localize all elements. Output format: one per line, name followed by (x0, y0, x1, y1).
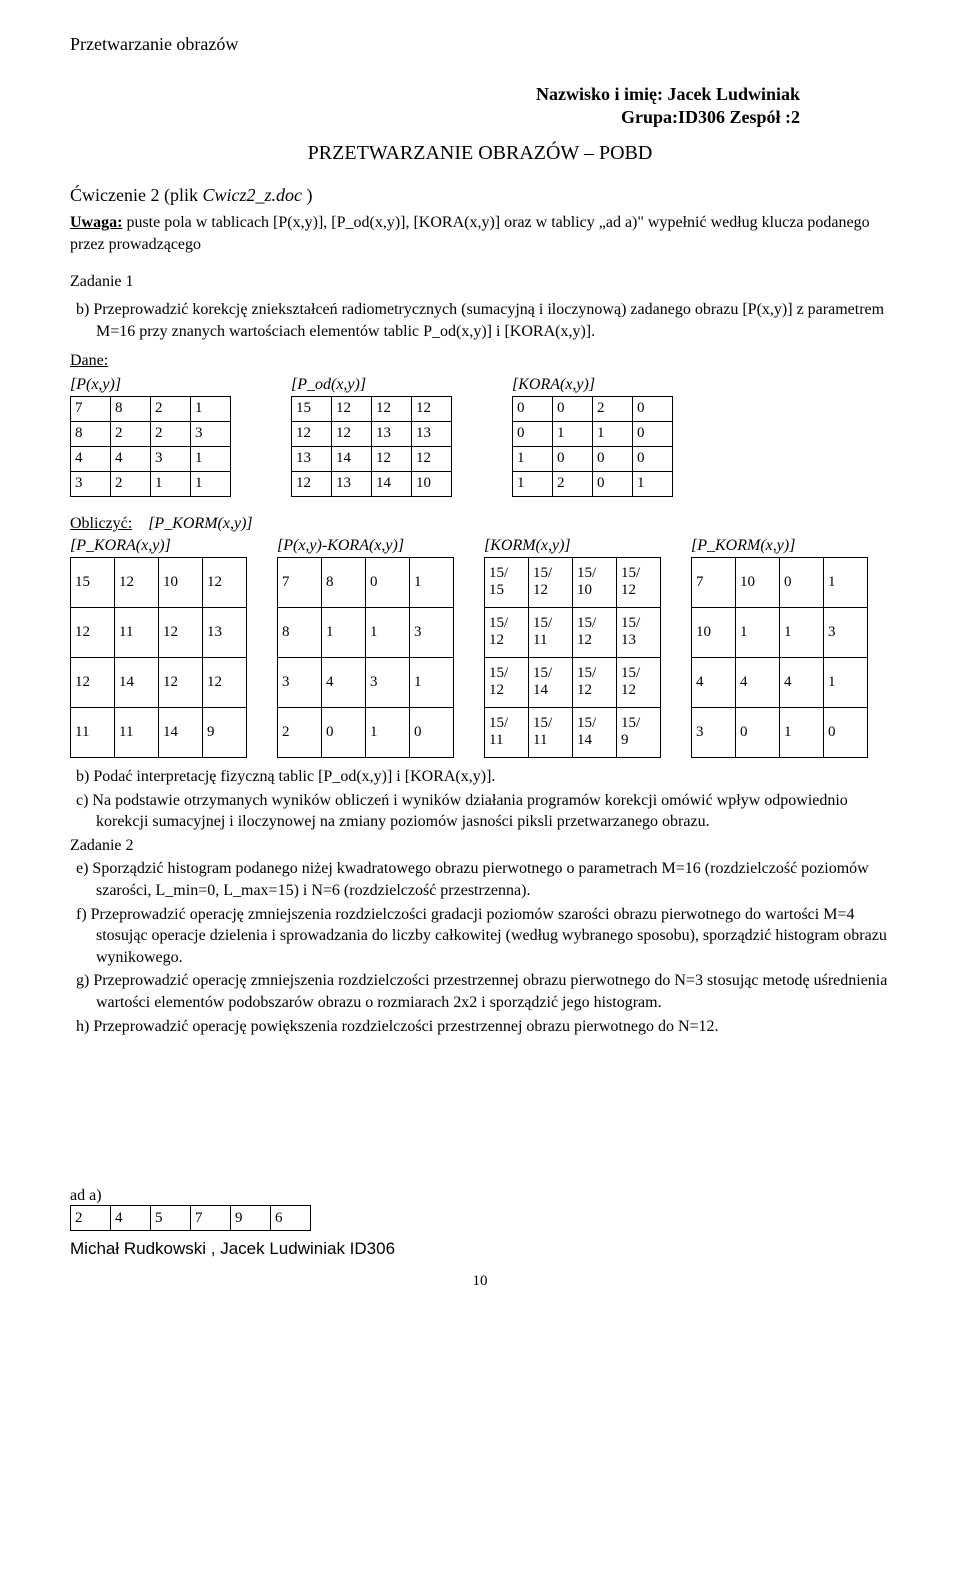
exercise-suffix: ) (302, 185, 313, 205)
post-c: c) Na podstawie otrzymanych wyników obli… (70, 790, 890, 833)
ad-table: 245 796 (70, 1205, 311, 1231)
table-p-block: [P(x,y)] 7821 8223 4431 3211 (70, 376, 231, 497)
tables-row-1: [P(x,y)] 7821 8223 4431 3211 [P_od(x,y)]… (70, 376, 890, 497)
table-pxykora-block: [P(x,y)-KORA(x,y)] 7801 8113 3431 2010 (277, 537, 454, 758)
group-line: Grupa:ID306 Zespół :2 (70, 106, 800, 129)
calc-head: Obliczyć: [P_KORM(x,y)] (70, 515, 890, 533)
table-korm: 15/15 15/12 15/10 15/12 15/12 15/11 15/1… (484, 557, 661, 758)
name-line: Nazwisko i imię: Jacek Ludwiniak (70, 83, 800, 106)
table-korm-label: [KORM(x,y)] (484, 537, 661, 555)
zad1-b: b) Przeprowadzić korekcję zniekształceń … (70, 299, 890, 342)
exercise-filename: Cwicz2_z.doc (202, 185, 302, 205)
table-pkora: 15121012 12111213 12141212 1111149 (70, 557, 247, 758)
table-pod-label: [P_od(x,y)] (291, 376, 452, 394)
footer-authors: Michał Rudkowski , Jacek Ludwiniak ID306 (70, 1239, 890, 1259)
calc-pkorm-label: [P_KORM(x,y)] (148, 515, 252, 532)
table-pkora-label: [P_KORA(x,y)] (70, 537, 247, 555)
table-p-label: [P(x,y)] (70, 376, 231, 394)
identity-block: Nazwisko i imię: Jacek Ludwiniak Grupa:I… (70, 83, 890, 128)
uwaga-label: Uwaga: (70, 214, 122, 231)
ad-label: ad a) (70, 1187, 890, 1205)
main-title: PRZETWARZANIE OBRAZÓW – POBD (70, 142, 890, 165)
exercise-prefix: Ćwiczenie 2 (plik (70, 185, 202, 205)
tables-row-2: [P_KORA(x,y)] 15121012 12111213 12141212… (70, 537, 890, 758)
table-pxykora: 7801 8113 3431 2010 (277, 557, 454, 758)
table-p: 7821 8223 4431 3211 (70, 396, 231, 497)
post-text: b) Podać interpretację fizyczną tablic [… (70, 766, 890, 1037)
page-number: 10 (70, 1273, 890, 1290)
table-kora-label: [KORA(x,y)] (512, 376, 673, 394)
table-pkorm-block: [P_KORM(x,y)] 71001 10113 4441 3010 (691, 537, 868, 758)
dane-label: Dane: (70, 350, 890, 372)
post-h: h) Przeprowadzić operację powiększenia r… (70, 1016, 890, 1038)
table-pxykora-label: [P(x,y)-KORA(x,y)] (277, 537, 454, 555)
table-pod: 15121212 12121313 13141212 12131410 (291, 396, 452, 497)
table-pod-block: [P_od(x,y)] 15121212 12121313 13141212 1… (291, 376, 452, 497)
uwaga-block: Uwaga: puste pola w tablicach [P(x,y)], … (70, 212, 890, 255)
post-f: f) Przeprowadzić operację zmniejszenia r… (70, 904, 890, 969)
uwaga-text: puste pola w tablicach [P(x,y)], [P_od(x… (70, 214, 870, 253)
post-z2: Zadanie 2 (70, 835, 890, 857)
table-korm-block: [KORM(x,y)] 15/15 15/12 15/10 15/12 15/1… (484, 537, 661, 758)
zad1-title: Zadanie 1 (70, 273, 890, 291)
post-e: e) Sporządzić histogram podanego niżej k… (70, 858, 890, 901)
ad-block: ad a) 245 796 (70, 1187, 890, 1231)
table-kora-block: [KORA(x,y)] 0020 0110 1000 1201 (512, 376, 673, 497)
exercise-line: Ćwiczenie 2 (plik Cwicz2_z.doc ) (70, 185, 890, 206)
post-b2: b) Podać interpretację fizyczną tablic [… (70, 766, 890, 788)
calc-label: Obliczyć: (70, 515, 132, 532)
post-g: g) Przeprowadzić operację zmniejszenia r… (70, 970, 890, 1013)
table-pkorm: 71001 10113 4441 3010 (691, 557, 868, 758)
course-title: Przetwarzanie obrazów (70, 34, 890, 55)
table-pkorm-label: [P_KORM(x,y)] (691, 537, 868, 555)
table-pkora-block: [P_KORA(x,y)] 15121012 12111213 12141212… (70, 537, 247, 758)
table-kora: 0020 0110 1000 1201 (512, 396, 673, 497)
